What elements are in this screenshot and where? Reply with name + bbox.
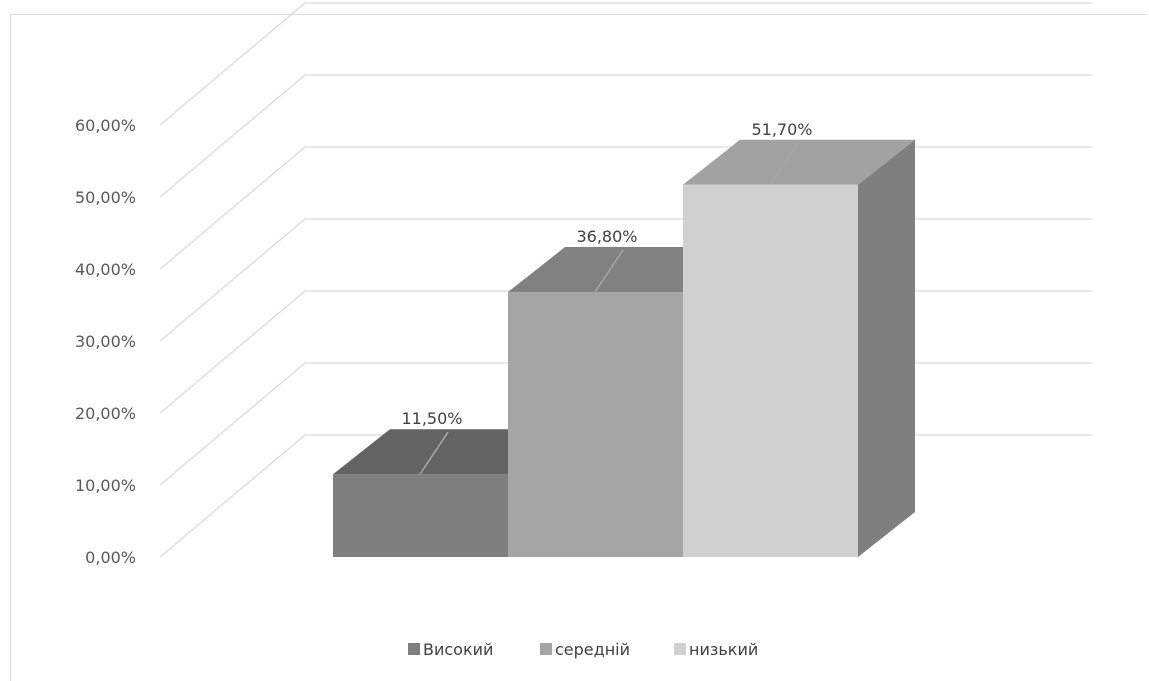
bar-1 [333, 429, 565, 557]
chart-frame [10, 14, 1146, 681]
y-tick-label: 20,00% [75, 404, 136, 423]
bar-2 [508, 247, 740, 557]
y-tick-label: 30,00% [75, 332, 136, 351]
bar-side-face [858, 139, 915, 557]
data-label-leader [769, 142, 799, 186]
legend-item: низький [674, 640, 758, 659]
legend-label: середній [555, 640, 630, 659]
data-labels: 11,50% 36,80% 51,70% [401, 120, 813, 475]
bar-front-face [333, 474, 508, 557]
y-tick-label: 10,00% [75, 476, 136, 495]
legend-item: середній [540, 640, 630, 659]
legend-label: Високий [423, 640, 493, 659]
bar-front-face [508, 292, 683, 557]
y-tick-label: 0,00% [85, 548, 136, 567]
legend-swatch [408, 643, 420, 655]
data-label-leader [594, 249, 624, 293]
data-label: 51,70% [751, 120, 812, 139]
y-tick-label: 60,00% [75, 116, 136, 135]
data-label: 36,80% [576, 227, 637, 246]
legend-label: низький [689, 640, 758, 659]
legend-swatch [540, 643, 552, 655]
bar-top-face [333, 429, 565, 475]
bar-3 [683, 139, 915, 557]
bar-front-face [683, 184, 858, 557]
y-tick-label: 40,00% [75, 260, 136, 279]
data-label: 11,50% [401, 409, 462, 428]
y-axis-ticks: 0,00% 10,00% 20,00% 30,00% 40,00% 50,00% 60,00… [75, 116, 136, 567]
bar-top-face [683, 139, 915, 185]
bars [333, 139, 915, 557]
data-label-leader [419, 431, 449, 475]
legend: Високий середній низький [408, 640, 758, 659]
bar-top-face [508, 247, 740, 293]
gridline [159, 2, 1092, 126]
legend-swatch [674, 643, 686, 655]
legend-item: Високий [408, 640, 493, 659]
y-tick-label: 50,00% [75, 188, 136, 207]
gridline [159, 74, 1092, 198]
